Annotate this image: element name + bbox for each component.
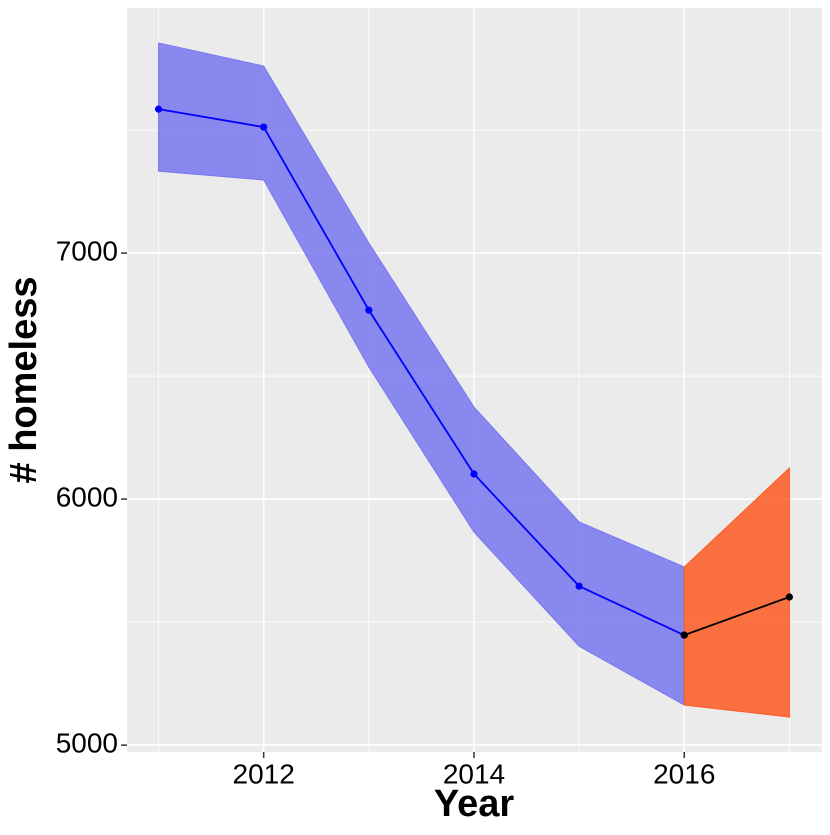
y-tick-label: 5000 (56, 728, 118, 759)
point (470, 470, 478, 478)
confidence-ribbon (683, 466, 790, 718)
point (154, 105, 163, 113)
x-tick-label: 2016 (653, 758, 715, 789)
x-axis-title: Year (434, 783, 515, 825)
point (365, 306, 373, 314)
line (683, 596, 790, 636)
y-tick-label: 6000 (56, 481, 118, 512)
point (260, 123, 268, 131)
point (575, 582, 583, 590)
point (785, 593, 794, 601)
line (158, 108, 685, 636)
point (680, 631, 688, 639)
x-tick-label: 2014 (443, 758, 505, 789)
x-tick-label: 2012 (233, 758, 295, 789)
y-axis-title: # homeless (3, 277, 45, 484)
y-tick-label: 7000 (56, 235, 118, 266)
